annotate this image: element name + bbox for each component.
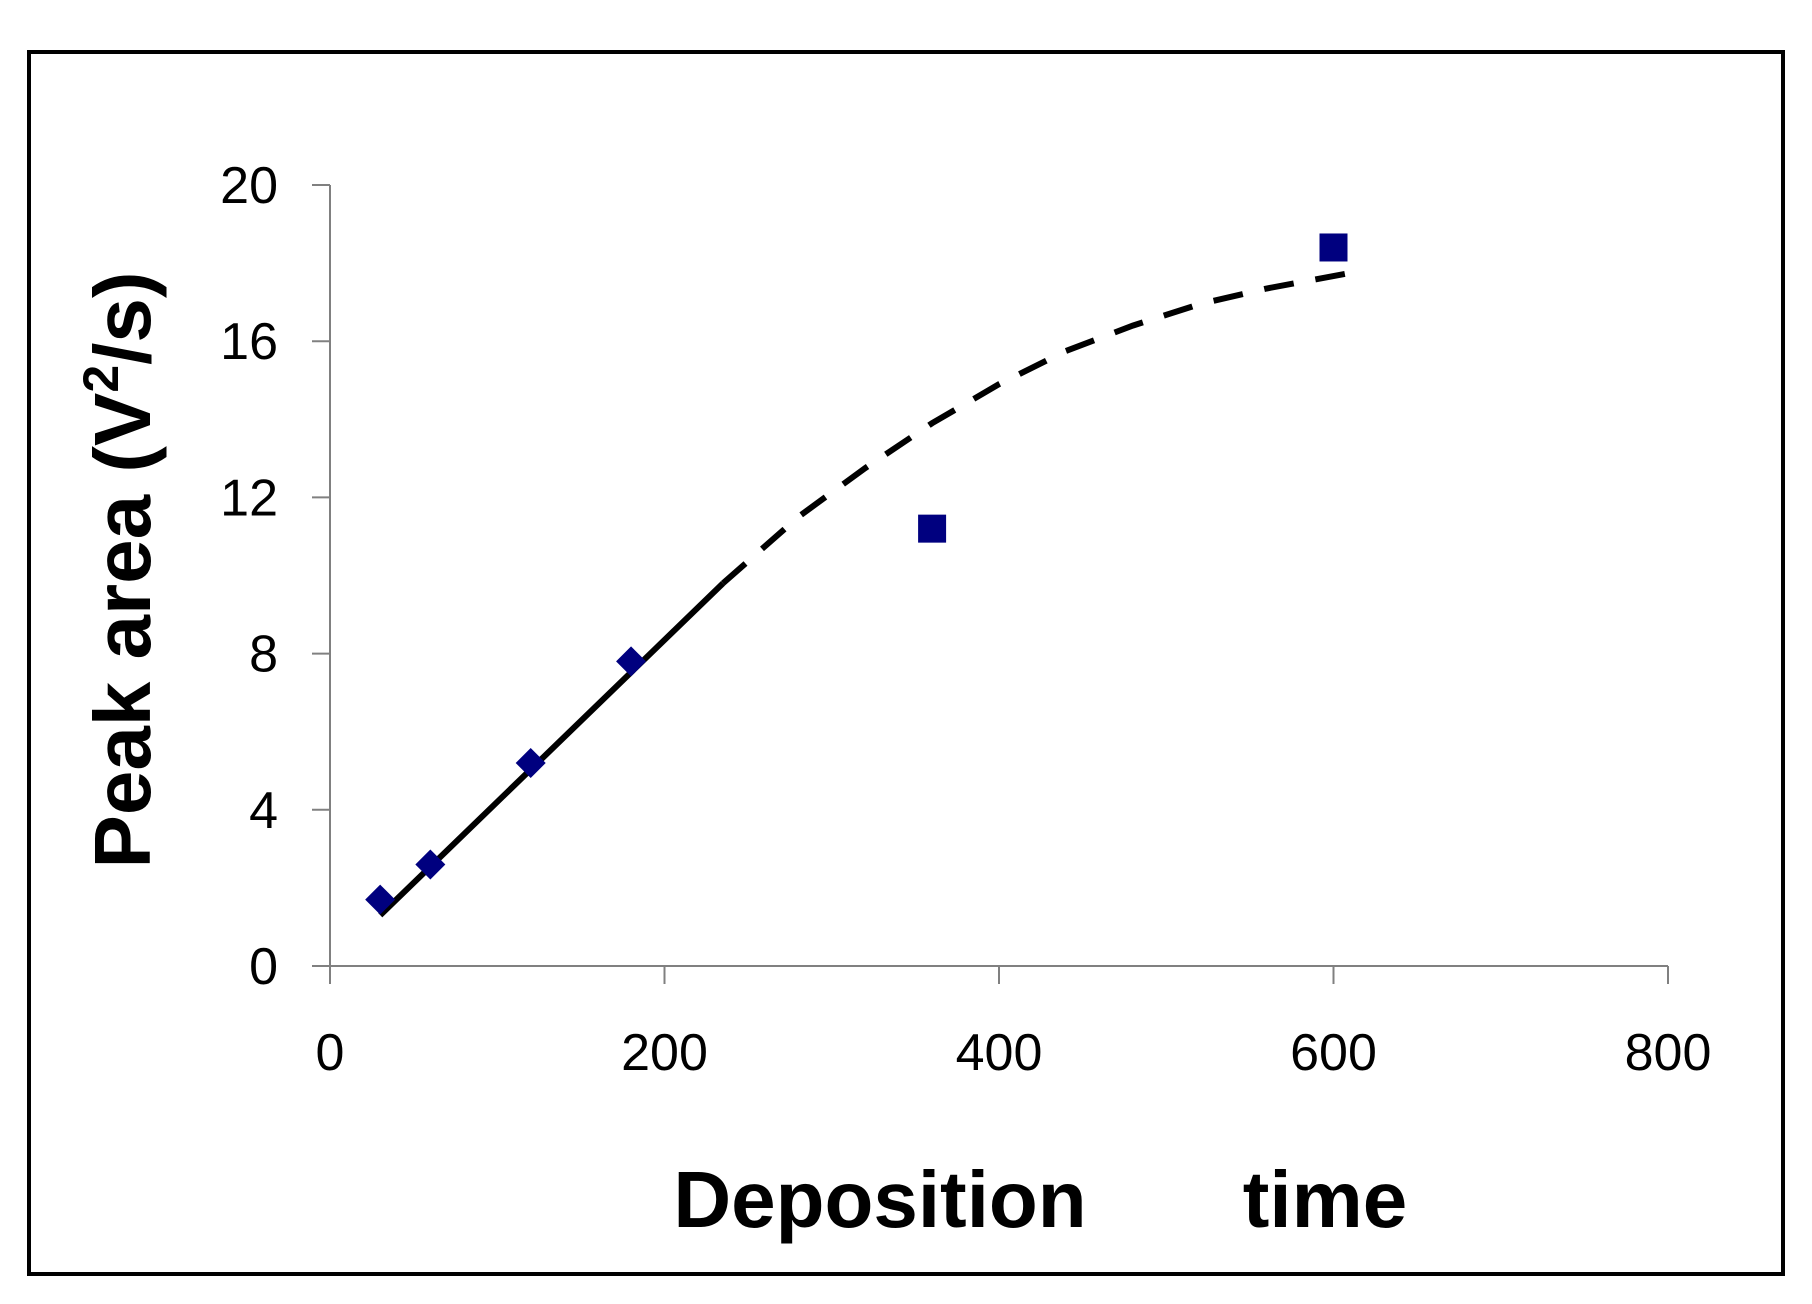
- axes: [329, 185, 1668, 967]
- x-tick-label-0: 0: [316, 1024, 345, 1082]
- x-tick-label-600: 600: [1290, 1024, 1377, 1082]
- y-tick-label-20: 20: [220, 157, 278, 215]
- y-tick-label-4: 4: [249, 782, 278, 840]
- y-axis-title-end: /s): [78, 271, 167, 364]
- x-axis-title-word-2: time: [1243, 1155, 1408, 1244]
- y-tick-label-0: 0: [249, 938, 278, 996]
- x-axis-title-word-1: Deposition: [673, 1155, 1086, 1244]
- diamond-point-30: [365, 884, 396, 915]
- y-tick-label-8: 8: [249, 626, 278, 684]
- y-axis-title-main: Peak area (V: [78, 393, 167, 869]
- x-tick-label-400: 400: [956, 1024, 1043, 1082]
- square-point-360: [918, 514, 947, 543]
- y-tick-label-12: 12: [220, 469, 278, 527]
- x-tick-label-800: 800: [1625, 1024, 1712, 1082]
- diamond-point-120: [515, 747, 546, 778]
- trendline-dashed: [721, 269, 1351, 586]
- trendlines: [378, 269, 1351, 918]
- data-points: [365, 233, 1348, 915]
- y-axis-title: Peak area (V2/s): [73, 271, 167, 868]
- square-point-600: [1319, 233, 1348, 262]
- diamond-point-60: [415, 849, 446, 880]
- x-tick-label-200: 200: [621, 1024, 708, 1082]
- y-tick-label-16: 16: [220, 313, 278, 371]
- diamond-point-180: [616, 646, 647, 677]
- y-axis-title-superscript: 2: [73, 365, 129, 393]
- chart-frame: [27, 50, 1785, 1276]
